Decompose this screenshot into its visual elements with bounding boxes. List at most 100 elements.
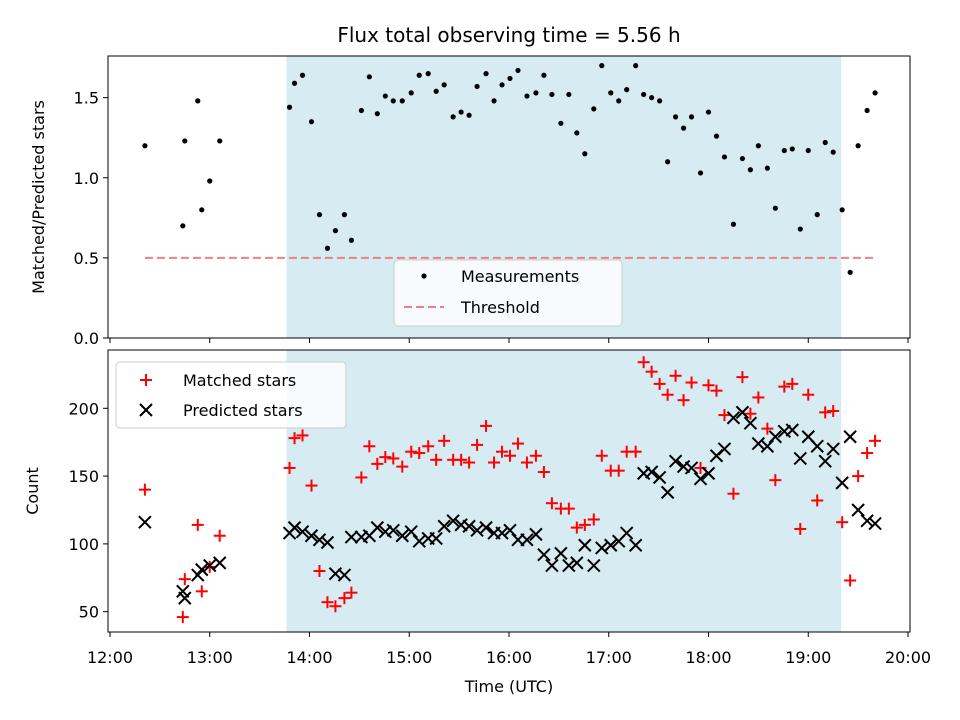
measurement-point bbox=[408, 90, 414, 96]
predicted-stars-point bbox=[395, 529, 409, 543]
predicted-stars-point bbox=[479, 520, 493, 535]
measurement-point bbox=[705, 109, 712, 115]
measurement-point bbox=[348, 237, 354, 243]
x-tick-label: 18:00 bbox=[685, 648, 731, 667]
matched-stars-point bbox=[413, 447, 426, 460]
cross-b bbox=[320, 535, 335, 550]
matched-stars-point bbox=[669, 369, 682, 382]
measurement-point bbox=[649, 95, 655, 101]
matched-stars-point bbox=[819, 406, 832, 419]
measurement-point bbox=[524, 93, 530, 99]
cross-b bbox=[562, 558, 576, 573]
measurement-point bbox=[182, 138, 188, 144]
cross-b bbox=[785, 423, 800, 437]
predicted-stars-point bbox=[495, 526, 509, 540]
predicted-stars-point bbox=[587, 558, 601, 573]
chart-title: Flux total observing time = 5.56 h bbox=[337, 23, 680, 47]
cross-b bbox=[652, 470, 667, 485]
measurement-point bbox=[797, 226, 803, 232]
measurement-point bbox=[772, 205, 778, 211]
cross-b bbox=[801, 430, 815, 444]
cross-b bbox=[138, 515, 152, 529]
predicted-stars-point bbox=[503, 523, 517, 538]
predicted-stars-point bbox=[520, 533, 534, 547]
matched-stars-point bbox=[685, 376, 698, 389]
measurement-point bbox=[474, 83, 480, 90]
predicted-stars-point bbox=[652, 470, 667, 485]
measurement-point bbox=[382, 93, 388, 99]
x-tick-label: 15:00 bbox=[386, 648, 432, 667]
y-tick-label: 50 bbox=[79, 603, 99, 622]
matched-stars-point bbox=[496, 445, 509, 458]
y-tick-label: 1.0 bbox=[74, 169, 99, 188]
predicted-stars-point bbox=[810, 439, 824, 453]
x-tick-label: 16:00 bbox=[486, 648, 532, 667]
x-axis-label: Time (UTC) bbox=[464, 677, 553, 696]
cross-b bbox=[404, 524, 418, 539]
count-panel-yticks: 50 100 150 200 bbox=[68, 399, 108, 622]
measurement-point bbox=[332, 228, 339, 234]
cross-b bbox=[743, 416, 758, 430]
matched-stars-point bbox=[869, 434, 882, 447]
predicted-stars-legend-label: Predicted stars bbox=[183, 401, 303, 420]
measurement-point bbox=[688, 114, 695, 120]
measurement-point bbox=[721, 154, 728, 160]
measurement-point bbox=[566, 91, 572, 98]
cross-b bbox=[668, 454, 683, 468]
measurement-point bbox=[657, 98, 663, 104]
x-tick-label: 17:00 bbox=[586, 648, 632, 667]
measurement-point bbox=[374, 111, 380, 117]
cross-b bbox=[520, 533, 534, 547]
matched-stars-point bbox=[379, 451, 392, 464]
matched-stars-point bbox=[283, 461, 296, 474]
matched-stars-point bbox=[769, 474, 782, 487]
ratio-panel-xticks bbox=[109, 338, 909, 343]
measurement-point bbox=[217, 138, 223, 144]
measurement-point bbox=[499, 82, 505, 88]
predicted-stars-point bbox=[843, 430, 857, 444]
matched-stars-point bbox=[727, 487, 740, 500]
predicted-stars-legend-marker bbox=[139, 403, 153, 417]
measurement-point bbox=[515, 67, 521, 74]
cross-b bbox=[344, 530, 359, 544]
cross-b bbox=[470, 523, 484, 538]
observing-span-bottom bbox=[286, 350, 842, 632]
threshold-legend-label: Threshold bbox=[460, 298, 540, 317]
matched-stars-point bbox=[661, 388, 674, 401]
predicted-stars-point bbox=[195, 562, 209, 577]
y-tick-label: 100 bbox=[68, 535, 99, 554]
measurement-point bbox=[390, 98, 396, 104]
matched-stars-point bbox=[480, 419, 493, 432]
measurement-point bbox=[739, 155, 746, 162]
matched-stars-point bbox=[463, 456, 476, 469]
predicted-stars-point bbox=[693, 472, 708, 486]
measurement-point bbox=[839, 207, 845, 213]
predicted-stars-point bbox=[213, 556, 227, 570]
cross-b bbox=[860, 514, 874, 528]
matched-stars-point bbox=[355, 471, 368, 484]
cross-b bbox=[826, 442, 840, 456]
predicted-stars-point bbox=[851, 503, 865, 517]
cross-b bbox=[768, 430, 783, 444]
measurement-point bbox=[142, 143, 148, 149]
predicted-stars-point bbox=[785, 423, 800, 437]
count-panel-frame bbox=[107, 349, 911, 633]
predicted-stars-point bbox=[684, 461, 699, 475]
matched-stars-point bbox=[629, 445, 642, 458]
matched-stars-point bbox=[529, 449, 542, 462]
cross-b bbox=[337, 568, 352, 582]
matched-stars-point bbox=[637, 356, 650, 369]
y-tick-label: 0.0 bbox=[74, 329, 99, 348]
count-panel: 50 100 150 200 Count Matched stars Predicte… bbox=[23, 349, 911, 637]
measurement-point bbox=[805, 147, 811, 154]
measurement-point bbox=[308, 119, 315, 125]
measurement-point bbox=[541, 72, 547, 78]
measurement-point bbox=[713, 133, 720, 139]
cross-b bbox=[717, 442, 732, 456]
matched-stars-point bbox=[213, 529, 226, 542]
predicted-stars-point bbox=[287, 520, 302, 535]
measurement-point bbox=[533, 90, 539, 96]
cross-b bbox=[735, 405, 750, 420]
cross-b bbox=[693, 472, 708, 486]
matched-stars-point bbox=[595, 449, 608, 462]
